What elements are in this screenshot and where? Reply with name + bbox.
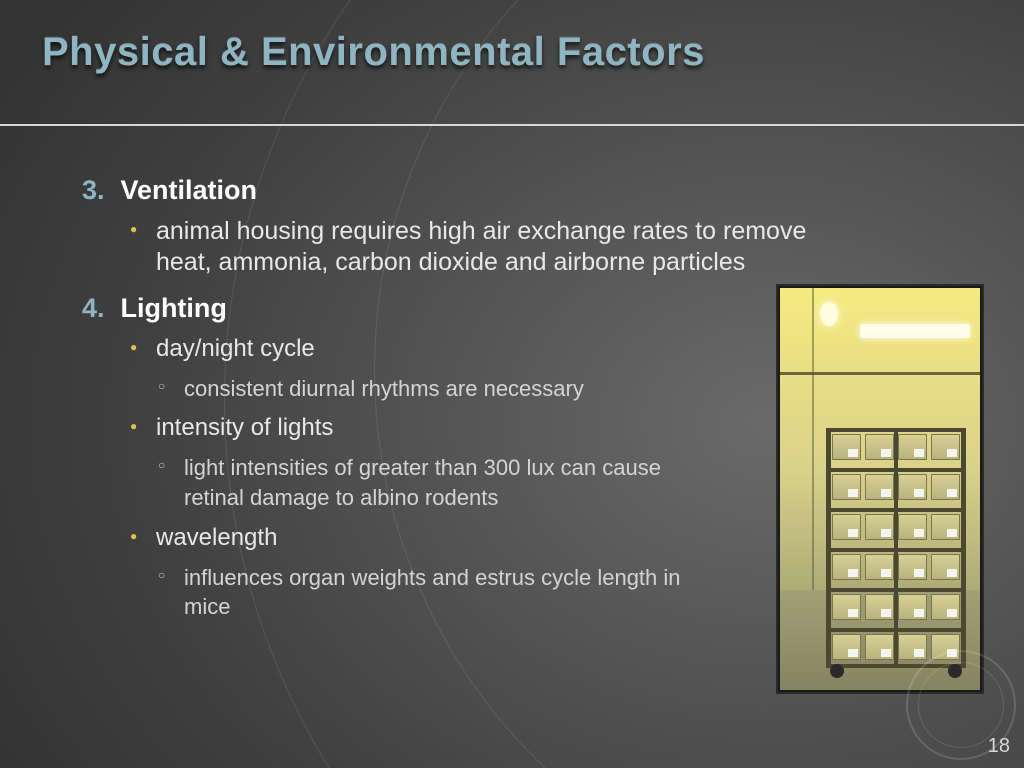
bullet-level2: influences organ weights and estrus cycl… (158, 563, 690, 622)
rack-wheel-icon (830, 664, 844, 678)
cage (832, 514, 861, 540)
cage (898, 474, 927, 500)
cage (832, 594, 861, 620)
cage (832, 634, 861, 660)
cage (898, 634, 927, 660)
wall-trim (780, 372, 980, 375)
rack-shelf (826, 428, 966, 432)
cage (865, 634, 894, 660)
page-number: 18 (988, 735, 1010, 758)
cage (832, 434, 861, 460)
cage (898, 554, 927, 580)
cage (931, 594, 960, 620)
cage-row (832, 514, 960, 540)
bullet-group: day/night cycle consistent diurnal rhyth… (130, 334, 690, 622)
item-heading: Lighting (120, 293, 226, 324)
cage (865, 474, 894, 500)
cage-row (832, 474, 960, 500)
photo-animal-room (776, 284, 984, 694)
cage-row (832, 554, 960, 580)
rack-shelf (826, 508, 966, 512)
light-fixture-icon (860, 324, 970, 338)
cage-row (832, 594, 960, 620)
rack-shelf (826, 548, 966, 552)
item-number: 3. (82, 175, 116, 206)
cage (832, 474, 861, 500)
room-ceiling (780, 288, 980, 348)
item-heading: Ventilation (120, 175, 257, 206)
bullet-level1: wavelength (130, 523, 690, 553)
bullet-level2: consistent diurnal rhythms are necessary (158, 374, 690, 404)
cage (832, 554, 861, 580)
cage (931, 434, 960, 460)
cage (898, 514, 927, 540)
rack-shelf (826, 628, 966, 632)
photo-inner (780, 288, 980, 690)
rack-shelf (826, 588, 966, 592)
slide: Physical & Environmental Factors 3. Vent… (0, 0, 1024, 768)
cage (931, 554, 960, 580)
cage (865, 594, 894, 620)
rack-shelf (826, 468, 966, 472)
bullet-level1: intensity of lights (130, 413, 690, 443)
bullet-level2: light intensities of greater than 300 lu… (158, 453, 690, 512)
cage (865, 554, 894, 580)
cage (865, 434, 894, 460)
item-number: 4. (82, 293, 116, 324)
title-divider (0, 124, 1024, 126)
cage (865, 514, 894, 540)
cage (931, 474, 960, 500)
cage (898, 594, 927, 620)
cage-rack (826, 428, 966, 668)
light-bulb-icon (820, 302, 838, 326)
slide-title: Physical & Environmental Factors (42, 30, 705, 75)
bullet-level1: animal housing requires high air exchang… (130, 216, 850, 279)
cage-row (832, 434, 960, 460)
cage (931, 514, 960, 540)
bullet-level1: day/night cycle (130, 334, 690, 364)
bullet-group: animal housing requires high air exchang… (130, 216, 850, 279)
cage (898, 434, 927, 460)
list-item-ventilation: 3. Ventilation (82, 175, 962, 206)
